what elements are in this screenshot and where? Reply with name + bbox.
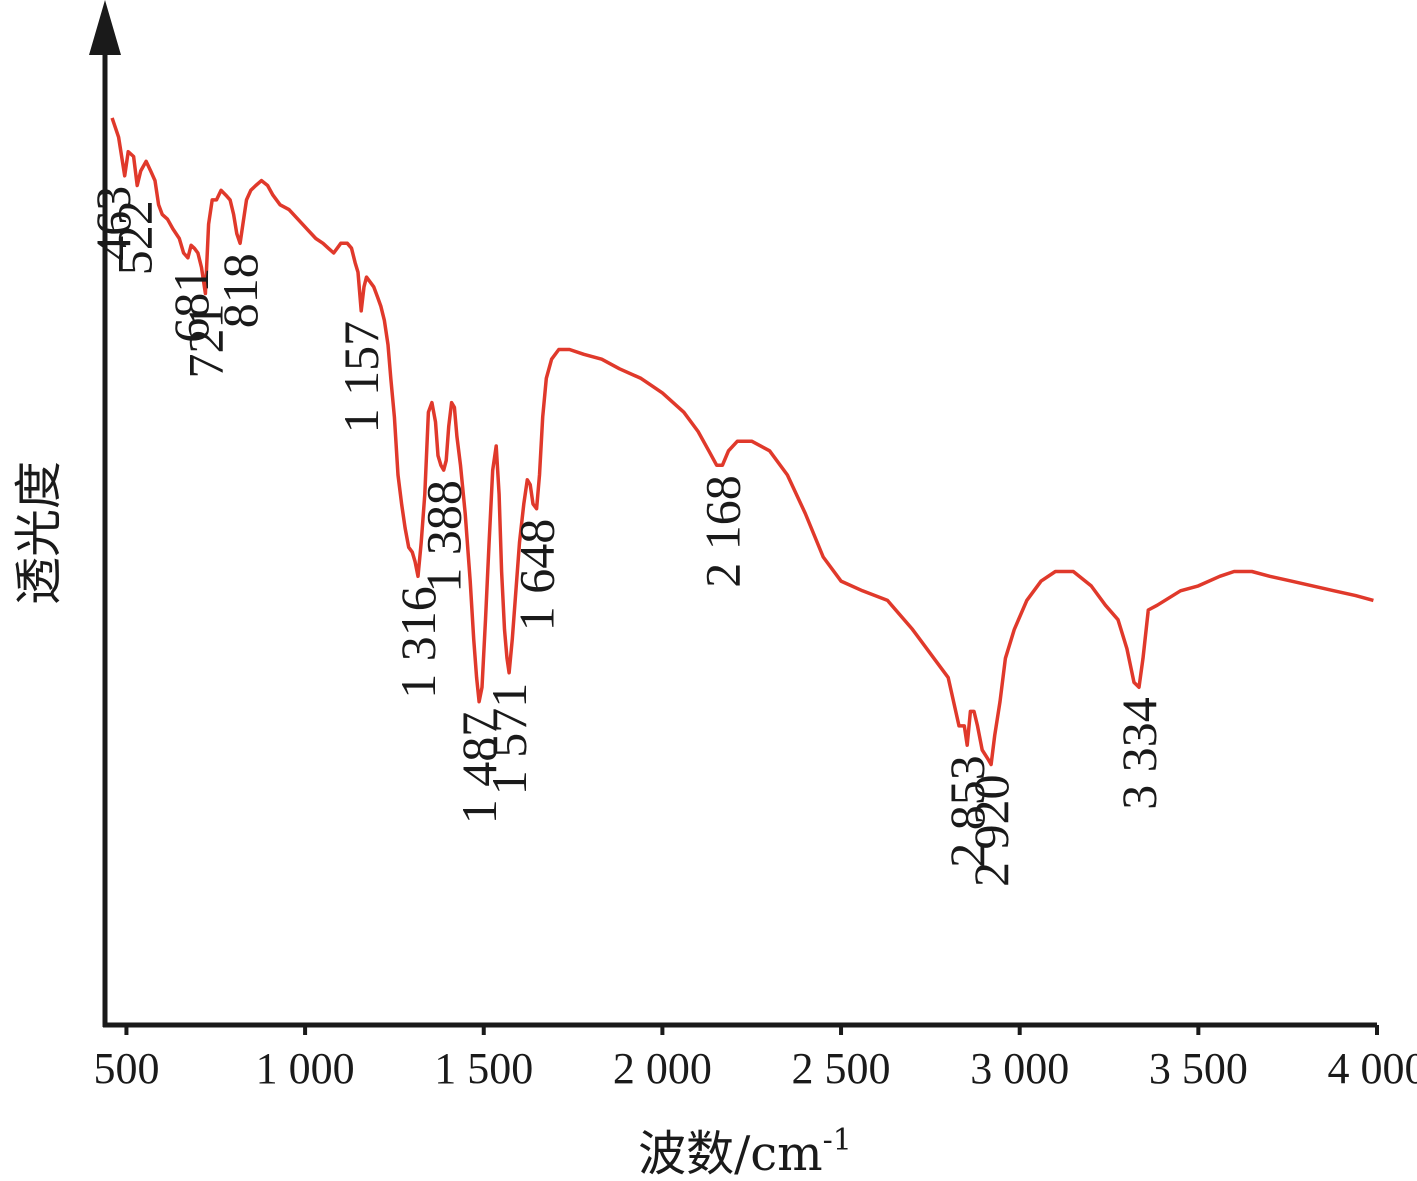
peak-label: 522 xyxy=(106,200,162,275)
peak-label: 1 571 xyxy=(481,683,537,796)
peak-label: 818 xyxy=(212,253,268,328)
peak-label: 681 xyxy=(163,268,219,343)
x-axis-title: 波数/cm-1 xyxy=(638,1123,852,1181)
x-ticks: 500 1 000 1 500 2 000 2 500 3 000 3 500 4 000 xyxy=(93,1025,1417,1093)
x-tick-label: 2 500 xyxy=(792,1044,891,1093)
peak-label: 1 648 xyxy=(509,519,565,632)
peak-label: 2 853 xyxy=(939,755,995,868)
peak-label: 1 157 xyxy=(333,321,389,434)
y-axis-arrowhead xyxy=(89,0,121,55)
x-tick-label: 3 000 xyxy=(970,1044,1069,1093)
x-tick-label: 4 000 xyxy=(1328,1044,1417,1093)
peak-label: 721 xyxy=(177,304,233,379)
x-axis-title-text: 波数/cm xyxy=(638,1126,823,1181)
series-group xyxy=(110,117,1374,767)
peak-label: 463 xyxy=(85,186,141,261)
peak-label: 1 388 xyxy=(416,480,472,592)
peak-label: 1 316 xyxy=(390,586,446,699)
axes xyxy=(89,0,1377,1028)
x-tick-label: 500 xyxy=(93,1044,159,1093)
x-tick-label: 1 500 xyxy=(434,1044,533,1093)
peak-label: 3 334 xyxy=(1111,697,1167,810)
x-tick-label: 2 000 xyxy=(613,1044,712,1093)
x-axis-title-superscript: -1 xyxy=(823,1123,852,1158)
y-axis-title: 透光度 xyxy=(11,461,67,605)
x-tick-label: 1 000 xyxy=(256,1044,355,1093)
x-tick-label: 3 500 xyxy=(1149,1044,1248,1093)
peak-label: 2 920 xyxy=(963,775,1019,888)
peak-label: 2 168 xyxy=(694,475,750,588)
spectrum-line xyxy=(110,117,1374,767)
peak-label: 1 487 xyxy=(451,712,507,825)
